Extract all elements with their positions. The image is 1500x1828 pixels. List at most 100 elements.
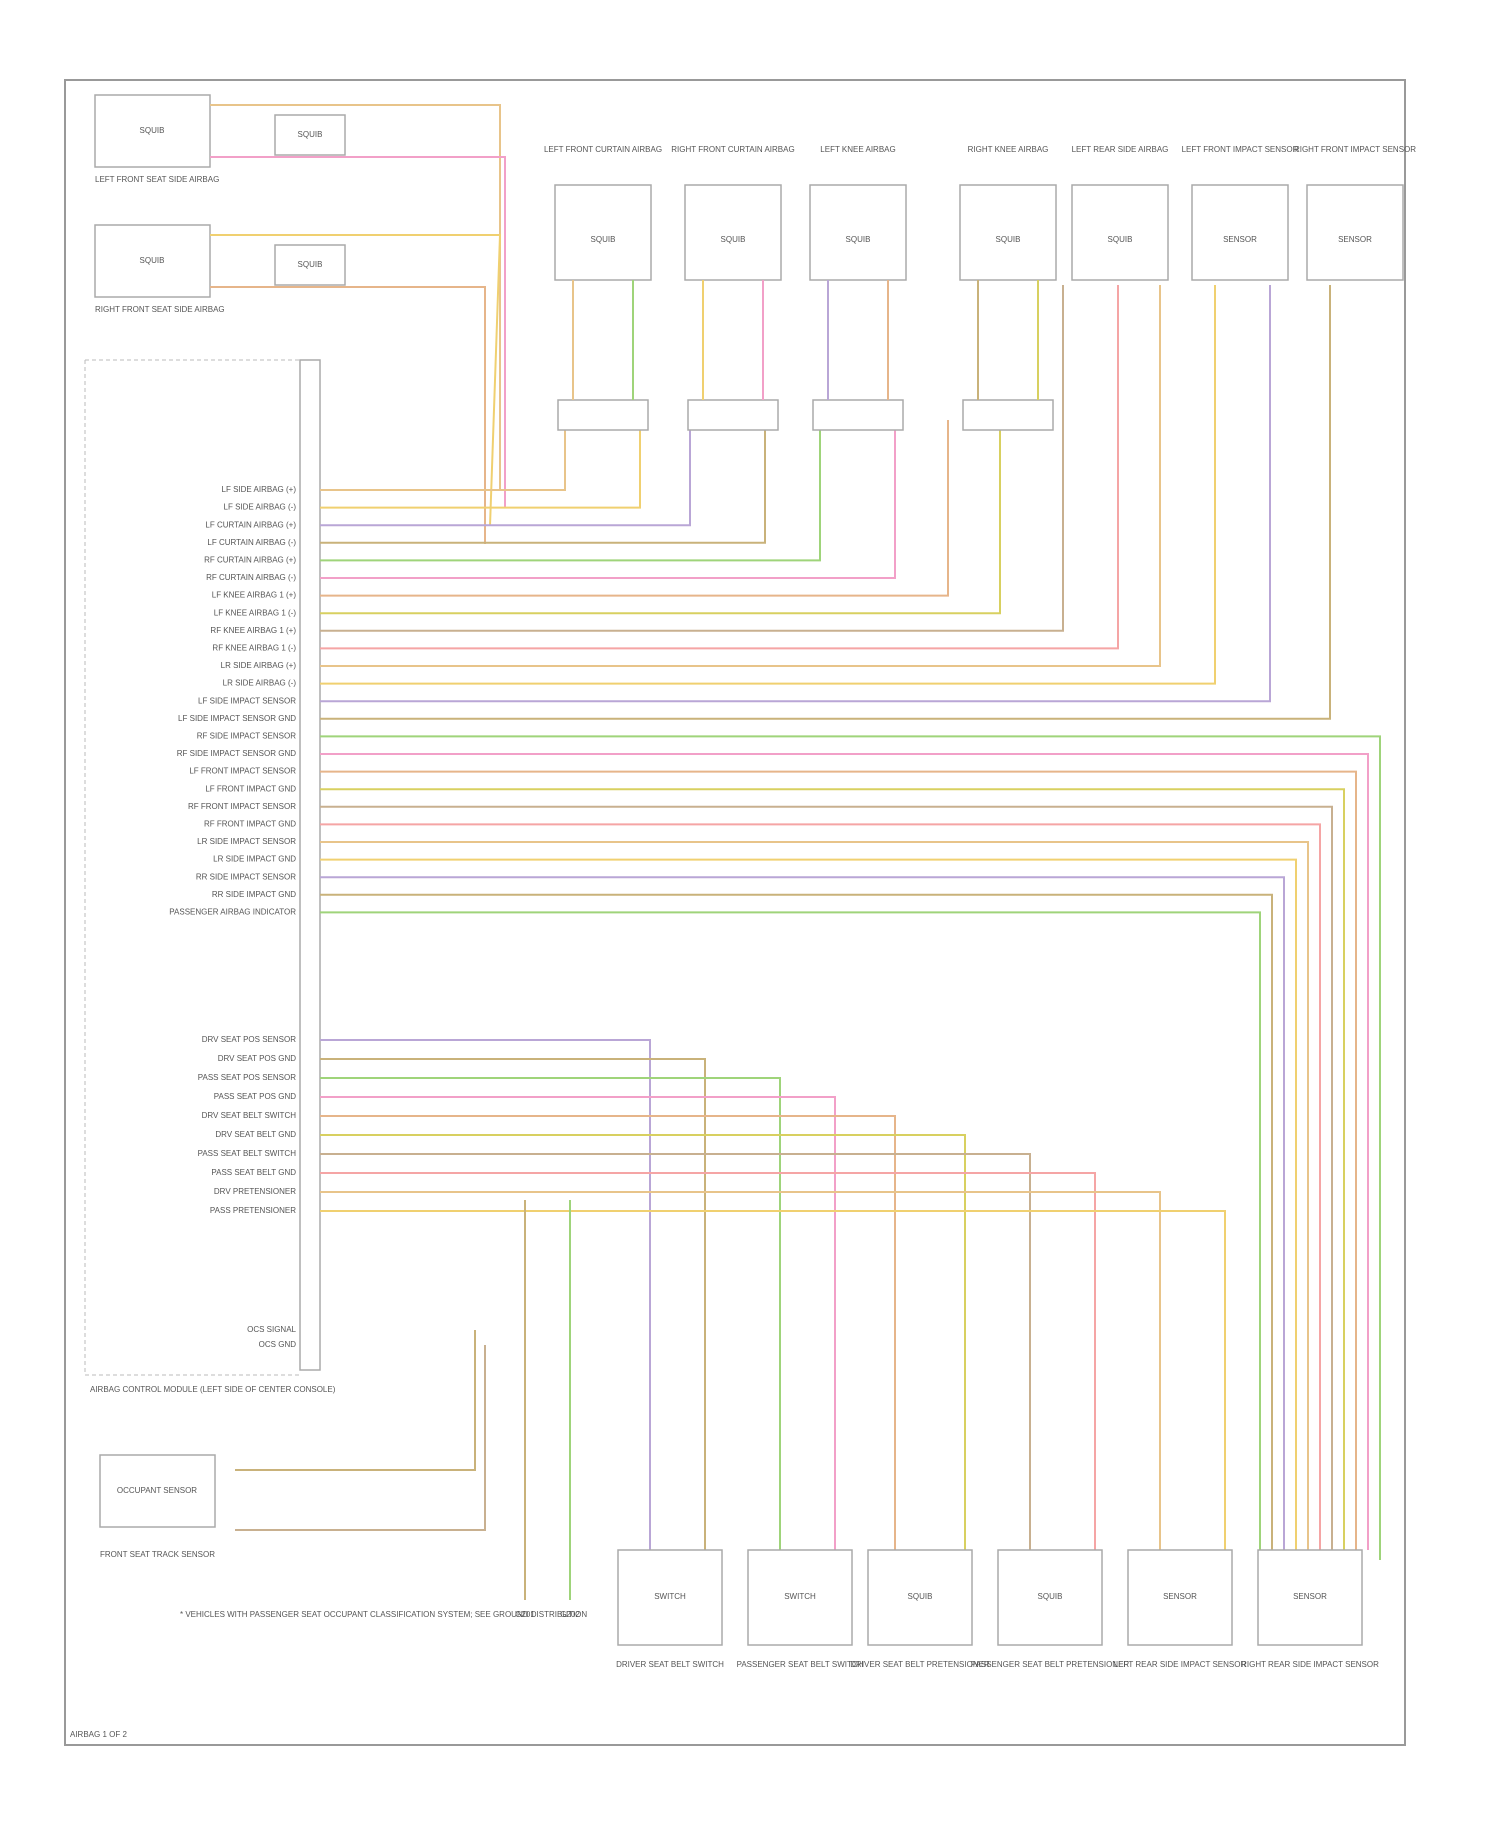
pin-label: RF FRONT IMPACT SENSOR [188, 802, 296, 811]
wire [235, 1345, 486, 1531]
pin-label: LR SIDE IMPACT SENSOR [197, 837, 296, 846]
component-box [94, 224, 211, 298]
component-box [997, 1549, 1103, 1646]
component-body: SQUIB [591, 235, 616, 244]
wire [320, 285, 1064, 632]
note: * VEHICLES WITH PASSENGER SEAT OCCUPANT … [180, 1610, 587, 1619]
wire [320, 285, 1119, 650]
component-body: SENSOR [1163, 1592, 1197, 1601]
connector-box [962, 399, 1054, 431]
module-name: AIRBAG CONTROL MODULE (LEFT SIDE OF CENT… [90, 1385, 336, 1394]
connector-box [687, 399, 779, 431]
component-box [809, 184, 907, 281]
component-box [554, 184, 652, 281]
connector-box [274, 244, 346, 286]
pin-label: PASS SEAT POS SENSOR [198, 1073, 296, 1082]
wire [320, 420, 1001, 615]
pin-label: RF SIDE IMPACT SENSOR GND [177, 749, 296, 758]
pin-label: PASS SEAT BELT GND [211, 1168, 296, 1177]
component-box [1257, 1549, 1363, 1646]
component-part: SQUIB [140, 256, 165, 265]
pin-label: LF SIDE AIRBAG (-) [224, 503, 297, 512]
pin-label: PASSENGER AIRBAG INDICATOR [169, 908, 296, 917]
component-body: SWITCH [654, 1592, 686, 1601]
wire [320, 841, 1309, 1560]
pin-label: RF CURTAIN AIRBAG (-) [206, 573, 296, 582]
component-label: LEFT FRONT SEAT SIDE AIRBAG [95, 175, 219, 184]
pin-label: RR SIDE IMPACT SENSOR [196, 872, 296, 881]
wire [320, 876, 1285, 1560]
wire [210, 234, 502, 527]
component-box [1191, 184, 1289, 281]
pin-label: LF FRONT IMPACT SENSOR [189, 767, 296, 776]
pin-label: DRV PRETENSIONER [214, 1187, 296, 1196]
pin-label: LR SIDE IMPACT GND [213, 855, 296, 864]
pin-label: PASS SEAT BELT SWITCH [198, 1149, 297, 1158]
pin-label: LF SIDE AIRBAG (+) [222, 485, 297, 494]
component-title: LEFT REAR SIDE AIRBAG [1072, 145, 1169, 154]
pin-label: PASS SEAT POS GND [214, 1092, 296, 1101]
wire [210, 156, 506, 508]
wire [320, 1191, 1161, 1550]
pin-label: PASS PRETENSIONER [210, 1206, 296, 1215]
ground-label: G202 [560, 1610, 580, 1619]
component-box [747, 1549, 853, 1646]
component-title: DRIVER SEAT BELT SWITCH [616, 1660, 724, 1669]
component-body: SQUIB [721, 235, 746, 244]
component-body: SENSOR [1223, 235, 1257, 244]
wire [320, 753, 1369, 1550]
wire [320, 1153, 1031, 1550]
component-title: LEFT FRONT IMPACT SENSOR [1182, 145, 1299, 154]
component-box [684, 184, 782, 281]
pin-label: LR SIDE AIRBAG (-) [223, 679, 297, 688]
component-title: LEFT REAR SIDE IMPACT SENSOR [1114, 1660, 1247, 1669]
wire [320, 1077, 781, 1550]
pin-label: LF KNEE AIRBAG 1 (+) [212, 591, 297, 600]
component-body: SENSOR [1293, 1592, 1327, 1601]
wire [320, 420, 566, 491]
wire [320, 1115, 896, 1550]
connector-box [812, 399, 904, 431]
component-body: SQUIB [1038, 1592, 1063, 1601]
connector-box [557, 399, 649, 431]
wire [320, 911, 1261, 1560]
wire [320, 1058, 706, 1550]
component-title: LEFT FRONT CURTAIN AIRBAG [544, 145, 662, 154]
pin-label: RF SIDE IMPACT SENSOR [197, 732, 296, 741]
component-title: RIGHT FRONT IMPACT SENSOR [1294, 145, 1416, 154]
page-code: AIRBAG 1 OF 2 [70, 1730, 127, 1739]
component-title: LEFT KNEE AIRBAG [820, 145, 895, 154]
wire [320, 420, 641, 509]
wire [320, 420, 766, 544]
component-body: SQUIB [996, 235, 1021, 244]
wire [320, 788, 1345, 1550]
wire [320, 1039, 651, 1550]
component-body: SQUIB [908, 1592, 933, 1601]
pin-label: LF FRONT IMPACT GND [205, 784, 296, 793]
component-body: SQUIB [1108, 235, 1133, 244]
component-box [867, 1549, 973, 1646]
wire [320, 1096, 836, 1550]
wire [320, 1134, 966, 1550]
component-box [94, 94, 211, 168]
wire [320, 285, 1331, 720]
wire [210, 286, 486, 544]
component-box [617, 1549, 723, 1646]
wire [320, 420, 691, 527]
pin-label: RF CURTAIN AIRBAG (+) [204, 556, 296, 565]
component-title: PASSENGER SEAT BELT SWITCH [737, 1660, 864, 1669]
wire [320, 1210, 1226, 1550]
component-title: DRIVER SEAT BELT PRETENSIONER [850, 1660, 990, 1669]
wire [320, 420, 949, 597]
component-box [1071, 184, 1169, 281]
pin-label: LF KNEE AIRBAG 1 (-) [214, 608, 297, 617]
connector-box [274, 114, 346, 156]
wire [320, 858, 1297, 1550]
pin-label: OCS GND [259, 1340, 297, 1349]
wire [320, 770, 1357, 1560]
pin-label: RR SIDE IMPACT GND [212, 890, 296, 899]
connector-label: SQUIB [298, 260, 323, 269]
wire [320, 420, 896, 579]
component-body: SQUIB [846, 235, 871, 244]
